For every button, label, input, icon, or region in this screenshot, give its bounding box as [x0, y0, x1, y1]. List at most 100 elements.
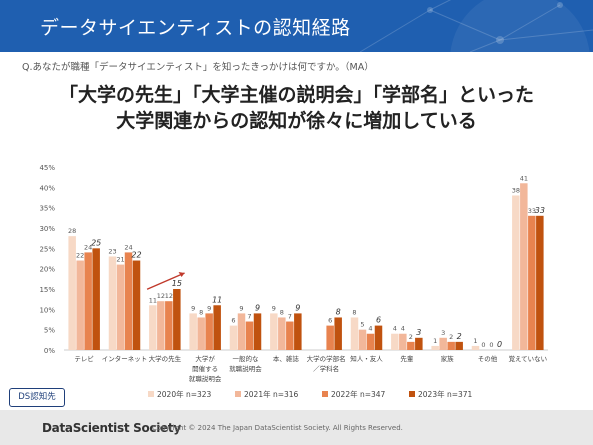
data-label: 9 — [207, 304, 211, 312]
legend-swatch — [235, 391, 241, 397]
bar — [374, 325, 383, 350]
y-tick-label: 30% — [39, 225, 55, 233]
y-tick-label: 15% — [39, 286, 55, 294]
data-label: 5 — [360, 321, 364, 329]
category-label: 就職説明会 — [189, 374, 222, 383]
y-tick-label: 20% — [39, 266, 55, 274]
data-label: 1 — [473, 337, 477, 345]
data-label: 2 — [409, 333, 413, 341]
bar — [350, 317, 359, 350]
data-label: 6 — [328, 317, 332, 325]
data-label: 7 — [288, 313, 292, 321]
bar — [536, 215, 544, 350]
bar — [108, 256, 117, 350]
bar — [278, 317, 286, 350]
data-label: 24 — [124, 243, 132, 251]
data-label: 0 — [481, 341, 485, 349]
data-label: 2 — [457, 332, 462, 341]
headline-line-2: 大学関連からの認知が徐々に増加している — [116, 110, 477, 132]
bar — [326, 325, 334, 350]
category-label: インターネット — [102, 354, 148, 363]
bar — [229, 325, 238, 350]
category-label: 大学が — [195, 354, 215, 363]
data-label: 8 — [336, 307, 341, 316]
data-label: 4 — [368, 325, 372, 333]
brand-logo: DataScientist Society — [42, 421, 181, 435]
bar — [116, 264, 125, 350]
data-label: 24 — [84, 243, 92, 251]
bar — [415, 337, 423, 350]
data-label: 23 — [108, 247, 116, 255]
data-label: 0 — [489, 341, 493, 349]
y-tick-label: 35% — [39, 205, 55, 213]
bar — [334, 317, 342, 350]
trend-arrow — [146, 272, 185, 290]
bar — [439, 337, 447, 350]
data-label: 11 — [149, 296, 157, 304]
legend-swatch — [322, 391, 328, 397]
legend-label: 2021年 n=316 — [244, 389, 299, 399]
legend-swatch — [409, 391, 415, 397]
survey-question: Q.あなたが職種「データサイエンティスト」を知ったきっかけは何ですか。（MA） — [22, 62, 374, 73]
network-decoration-icon — [359, 0, 593, 52]
bar — [366, 333, 375, 350]
data-label: 38 — [512, 186, 520, 194]
y-tick-label: 45% — [39, 164, 55, 172]
y-tick-label: 0% — [44, 347, 55, 355]
category-label: 一般的な — [233, 354, 260, 363]
data-label: 9 — [239, 304, 243, 312]
bar — [512, 195, 520, 350]
bar — [92, 248, 100, 350]
bar — [253, 313, 262, 350]
bar — [213, 305, 221, 350]
data-label: 6 — [376, 316, 381, 325]
bar — [471, 345, 480, 350]
data-label: 6 — [231, 317, 235, 325]
bar — [84, 252, 92, 350]
category-label: テレビ — [74, 354, 94, 363]
bar — [76, 260, 84, 350]
bar — [165, 301, 173, 350]
category-label: 覚えていない — [508, 354, 547, 363]
data-label: 8 — [352, 308, 356, 316]
data-label: 8 — [280, 308, 284, 316]
data-label: 3 — [416, 328, 421, 337]
data-label: 3 — [441, 329, 445, 337]
data-label: 28 — [68, 227, 76, 235]
page-title: データサイエンティストの認知経路 — [40, 17, 351, 39]
category-label: その他 — [478, 354, 498, 363]
bar — [399, 333, 407, 350]
bar — [205, 313, 213, 350]
category-label: ／学科名 — [313, 364, 339, 373]
y-tick-label: 25% — [39, 245, 55, 253]
data-label: 4 — [401, 325, 405, 333]
data-label: 7 — [247, 313, 251, 321]
headline-line-1: 「大学の先生」「大学主催の説明会」「学部名」といった — [58, 84, 534, 106]
category-label: 就職説明会 — [229, 364, 262, 373]
bar — [245, 321, 254, 350]
trend-arrow-head — [178, 272, 185, 277]
data-label: 11 — [212, 295, 222, 304]
legend-swatch — [148, 391, 154, 397]
bar — [173, 289, 181, 350]
data-label: 22 — [131, 251, 141, 260]
bar — [294, 313, 302, 350]
bar — [124, 252, 133, 350]
data-label: 12 — [165, 292, 173, 300]
bar-chart: 0%5%10%15%20%25%30%35%40%45%28222425テレビ2… — [39, 164, 548, 399]
bar — [455, 341, 463, 350]
data-label: 4 — [393, 325, 397, 333]
bar — [68, 236, 76, 350]
bar — [520, 183, 528, 350]
data-label: 21 — [116, 256, 124, 264]
bar — [286, 321, 294, 350]
bar — [237, 313, 246, 350]
y-tick-label: 40% — [39, 184, 55, 192]
bar — [270, 313, 278, 350]
category-label: 先輩 — [400, 354, 414, 363]
bar — [407, 341, 415, 350]
category-label: 大学の先生 — [149, 354, 182, 363]
y-tick-label: 5% — [44, 327, 55, 335]
bar — [197, 317, 205, 350]
bar — [447, 341, 455, 350]
